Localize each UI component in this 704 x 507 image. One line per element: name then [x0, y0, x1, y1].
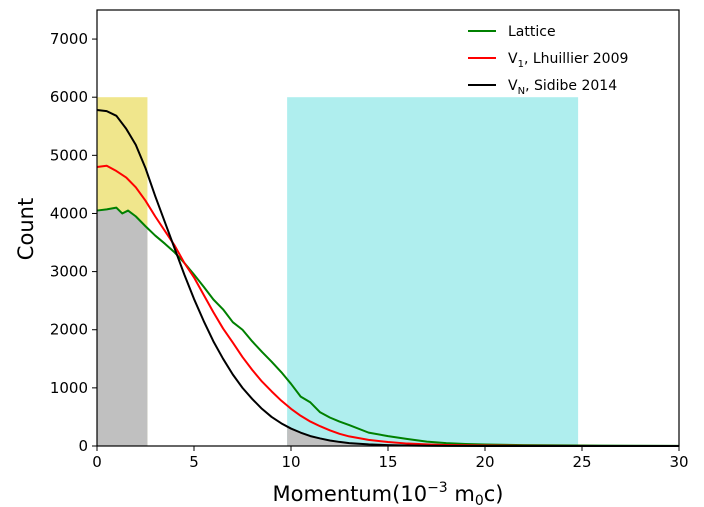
- y-tick-label: 2000: [50, 321, 88, 339]
- y-tick-label: 5000: [50, 146, 88, 164]
- x-tick-label: 20: [475, 453, 494, 471]
- x-tick-label: 5: [189, 453, 199, 471]
- grey-overlap-areas: [97, 207, 579, 446]
- legend-label-3: VN, Sidibe 2014: [508, 78, 617, 97]
- x-tick-label: 10: [281, 453, 300, 471]
- legend-label-1: Lattice: [508, 24, 556, 40]
- x-axis-title-subscript: 0: [475, 493, 484, 507]
- legend-label-subscript: N: [518, 86, 525, 97]
- x-tick-label: 30: [669, 453, 688, 471]
- shaded-region-2: [287, 97, 579, 446]
- y-tick-label: 0: [78, 437, 88, 455]
- legend-label-suffix: , Sidibe 2014: [525, 78, 617, 94]
- legend-label-2: V1, Lhuillier 2009: [508, 51, 628, 70]
- legend-label-prefix: V: [508, 51, 518, 67]
- y-tick-label: 1000: [50, 379, 88, 397]
- legend-label-prefix: Lattice: [508, 24, 556, 40]
- y-axis-title: Count: [14, 198, 38, 260]
- shaded-regions: [97, 97, 579, 446]
- y-tick-label: 4000: [50, 204, 88, 222]
- x-axis-title: Momentum(10−3 m0c): [272, 480, 503, 507]
- y-tick-label: 6000: [50, 88, 88, 106]
- legend-label-prefix: V: [508, 78, 518, 94]
- overlap-area-1: [97, 207, 148, 446]
- series-line-1: [96, 206, 680, 447]
- x-axis-title-end: c): [484, 482, 504, 506]
- y-tick-label: 7000: [50, 30, 88, 48]
- y-axis-ticks: 0 1000 2000 3000 4000 5000 6000 7000: [50, 30, 97, 455]
- x-axis-title-exponent: −3: [427, 480, 448, 496]
- x-axis-title-main: Momentum(10: [272, 482, 427, 506]
- x-tick-label: 15: [378, 453, 397, 471]
- x-axis-ticks: 0 5 10 15 20 25 30: [92, 446, 689, 471]
- legend-label-subscript: 1: [518, 59, 524, 70]
- legend-label-suffix: , Lhuillier 2009: [524, 51, 628, 67]
- x-tick-label: 0: [92, 453, 102, 471]
- x-tick-label: 25: [572, 453, 591, 471]
- overlap-area-2: [287, 426, 579, 446]
- x-axis-title-unit: m: [448, 482, 475, 506]
- y-tick-label: 3000: [50, 263, 88, 281]
